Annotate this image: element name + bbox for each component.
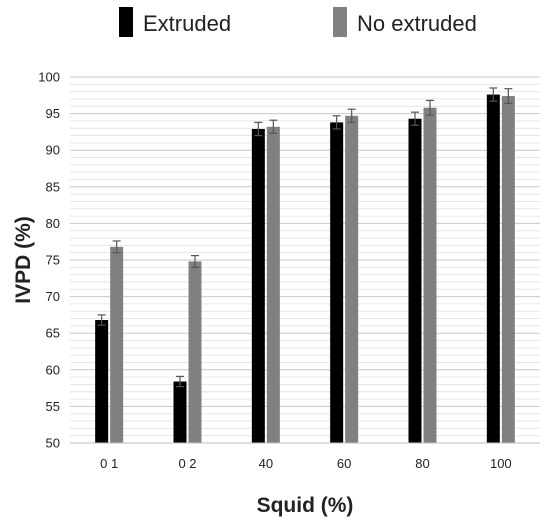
y-tick-label: 55 (46, 399, 60, 414)
y-tick-label: 75 (46, 253, 60, 268)
y-axis-ticks: 50 55 60 65 70 75 80 85 90 95 100 (38, 70, 60, 451)
error-bar (112, 240, 121, 254)
bar-no-extruded (110, 246, 124, 443)
y-tick-label: 70 (46, 289, 60, 304)
error-bar (254, 121, 263, 137)
y-tick-label: 90 (46, 143, 60, 158)
y-tick-label: 100 (38, 70, 60, 85)
x-tick-label: 100 (490, 456, 512, 471)
error-bar (411, 111, 419, 126)
y-tick-label: 60 (46, 362, 60, 377)
error-bar (176, 375, 184, 388)
bar-no-extruded (423, 107, 437, 443)
bar-no-extruded (188, 261, 202, 443)
y-tick-label: 50 (46, 436, 60, 451)
error-bar (332, 115, 341, 130)
x-tick-label: 60 (337, 456, 351, 471)
legend-label-no-extruded: No extruded (357, 11, 477, 36)
x-tick-label: 0 1 (100, 456, 118, 471)
legend: Extruded No extruded (119, 7, 477, 37)
x-axis-title: Squid (%) (257, 494, 354, 517)
bar-no-extruded (501, 96, 515, 444)
y-tick-label: 95 (46, 106, 60, 121)
error-bar (347, 108, 356, 123)
legend-swatch-no-extruded (333, 7, 347, 37)
x-tick-label: 80 (415, 456, 429, 471)
error-bar (97, 314, 106, 326)
bar-extruded (251, 128, 265, 444)
x-tick-label: 0 2 (178, 456, 196, 471)
y-tick-label: 65 (46, 326, 60, 341)
bar-extruded (486, 94, 500, 444)
bars (95, 87, 515, 444)
y-axis-title: IVPD (%) (12, 216, 35, 304)
bar-extruded (408, 118, 422, 443)
bar-no-extruded (345, 115, 359, 444)
error-bar (426, 99, 434, 116)
error-bar (269, 119, 278, 134)
bar-no-extruded (266, 126, 280, 443)
gridlines (70, 76, 540, 437)
bar-extruded (95, 320, 109, 443)
error-bar (504, 88, 513, 104)
error-bar (191, 255, 199, 268)
y-tick-label: 80 (46, 216, 60, 231)
x-tick-label: 40 (259, 456, 273, 471)
bar-extruded (330, 122, 344, 443)
legend-label-extruded: Extruded (143, 11, 231, 36)
y-tick-label: 85 (46, 179, 60, 194)
error-bar (489, 87, 498, 102)
legend-swatch-extruded (119, 7, 133, 37)
bar-extruded (173, 381, 187, 443)
x-axis-ticks: 0 1 0 2 40 60 80 100 (100, 456, 512, 471)
